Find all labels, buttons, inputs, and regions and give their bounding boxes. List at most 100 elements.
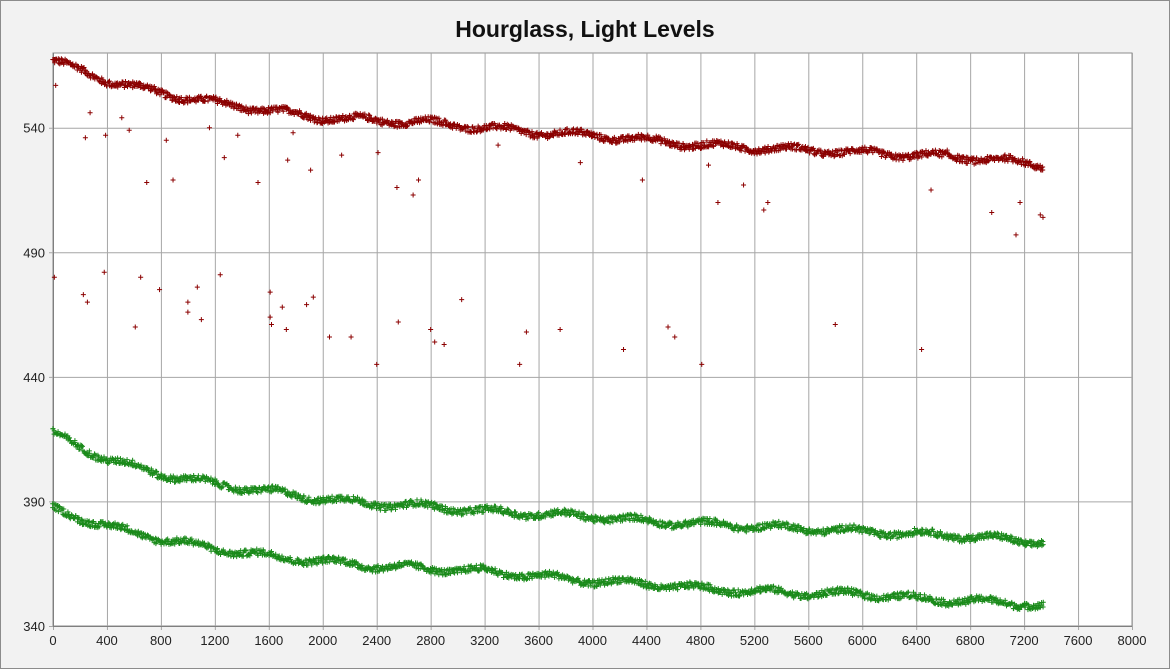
data-point [350,117,356,123]
data-point [789,146,795,152]
data-point [710,143,716,149]
x-tick-label: 2800 [416,633,445,648]
data-point [447,122,453,128]
data-point [343,114,349,120]
data-point [456,123,462,129]
data-point [617,139,623,145]
x-tick-label: 6400 [902,633,931,648]
data-point [704,138,710,144]
data-point [679,144,685,150]
data-point [602,138,608,144]
x-tick-label: 4000 [578,633,607,648]
x-tick-label: 7200 [1010,633,1039,648]
data-point [820,153,826,159]
data-point [737,145,743,151]
data-point [516,126,522,132]
data-point [562,132,568,138]
data-point [305,117,311,123]
x-tick-label: 1200 [200,633,229,648]
data-point [362,111,368,117]
data-point [765,144,771,150]
x-tick-label: 5200 [740,633,769,648]
data-point [81,64,87,70]
data-point [427,119,433,125]
x-tick-label: 8000 [1118,633,1147,648]
data-point [399,120,405,126]
data-point [545,131,551,137]
data-point [174,94,180,100]
data-point [178,94,184,100]
x-tick-label: 4800 [686,633,715,648]
data-point [692,145,698,151]
x-tick-label: 2000 [308,633,337,648]
data-point [564,126,570,132]
y-tick-label: 490 [23,245,45,260]
data-point [531,134,537,140]
data-point [487,126,493,132]
data-point [807,150,813,156]
data-point [484,127,490,133]
data-point [711,143,717,149]
x-tick-label: 7600 [1064,633,1093,648]
data-point [205,98,211,104]
data-point [166,91,172,97]
y-tick-label: 440 [23,370,45,385]
data-point [523,132,529,138]
data-point [106,78,112,84]
data-point [270,108,276,114]
data-point [609,140,615,146]
x-tick-label: 2400 [362,633,391,648]
data-point [802,143,808,149]
data-point [762,150,768,156]
x-tick-label: 400 [96,633,118,648]
data-point [589,134,595,140]
data-point [440,122,446,128]
data-point [472,125,478,131]
data-point [120,79,126,85]
data-point [245,111,251,117]
data-point [384,117,390,123]
data-point [695,140,701,146]
y-tick-label: 390 [23,494,45,509]
data-point [379,116,385,122]
x-tick-label: 5600 [794,633,823,648]
x-tick-label: 1600 [254,633,283,648]
data-point [805,144,811,150]
data-point [213,94,219,100]
data-point [754,151,760,157]
data-point [275,109,281,115]
data-point [332,117,338,123]
data-point [575,132,581,138]
x-tick-label: 6800 [956,633,985,648]
x-tick-label: 3200 [470,633,499,648]
data-point [204,93,210,99]
data-point [284,104,290,110]
data-point [404,123,410,129]
data-point [878,154,884,160]
data-point [783,146,789,152]
data-point [248,108,254,114]
data-point [280,108,286,114]
data-point [657,134,663,140]
data-point [611,134,617,140]
data-point [297,110,303,116]
y-tick-label: 340 [23,619,45,634]
data-point [526,129,532,135]
x-tick-label: 6000 [848,633,877,648]
data-point [781,143,787,149]
x-tick-label: 4400 [632,633,661,648]
data-point [500,126,506,132]
data-point [725,139,731,145]
data-point [557,127,563,133]
data-point [391,124,397,130]
data-point [100,77,106,83]
chart-title: Hourglass, Light Levels [455,16,715,42]
data-point [796,141,802,147]
data-point [303,110,309,116]
data-point [502,120,508,126]
data-point [838,147,844,153]
data-point [578,126,584,132]
data-point [394,124,400,130]
x-tick-label: 0 [49,633,56,648]
